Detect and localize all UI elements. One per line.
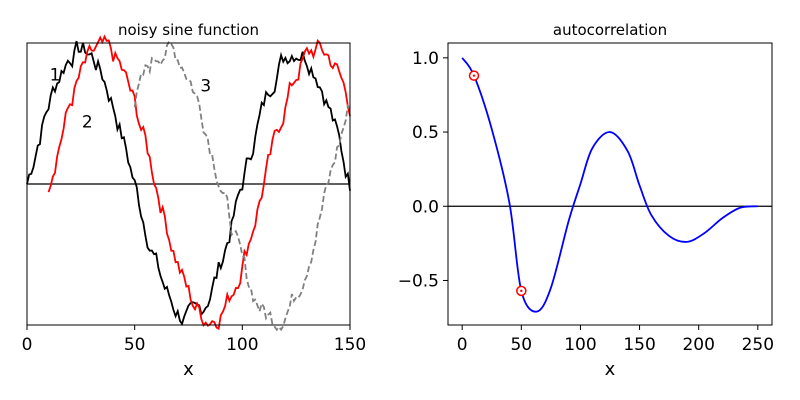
right-y-tick-label: 1.0 <box>412 49 439 69</box>
left-chart-title: noisy sine function <box>118 21 259 39</box>
right-x-tick-label: 50 <box>510 335 532 355</box>
left-x-axis-label: x <box>183 359 194 380</box>
left-chart: noisy sine function 1 2 3 0 50 100 150 x <box>22 21 367 380</box>
right-x-axis-label: x <box>605 359 616 380</box>
left-axes-frame <box>26 42 351 326</box>
right-x-ticks: 0 50 100 150 200 250 <box>457 325 774 355</box>
right-series-line-1 <box>461 57 758 313</box>
right-x-tick-label: 150 <box>623 335 655 355</box>
right-x-tick-label: 250 <box>742 335 774 355</box>
left-x-ticks: 0 50 100 150 <box>22 325 366 355</box>
right-y-tick-label: 0.5 <box>412 123 439 143</box>
right-plot-area <box>448 57 772 313</box>
left-x-tick-label: 0 <box>22 335 33 355</box>
left-annotation-3: 3 <box>200 76 211 96</box>
left-x-tick-label: 50 <box>124 335 146 355</box>
left-plot-area: 1 2 3 <box>26 34 351 332</box>
right-y-tick-label: −0.5 <box>398 271 439 291</box>
right-y-ticks: −0.5 0.0 0.5 1.0 <box>398 49 448 291</box>
right-y-tick-label: 0.0 <box>412 197 439 217</box>
right-x-tick-label: 100 <box>564 335 596 355</box>
left-series-line-2 <box>47 34 351 331</box>
left-x-tick-label: 100 <box>226 335 258 355</box>
right-x-tick-label: 0 <box>457 335 468 355</box>
right-x-tick-label: 200 <box>682 335 714 355</box>
left-x-tick-label: 150 <box>334 335 366 355</box>
right-marker-dot-2 <box>520 289 523 293</box>
right-axes-frame <box>447 42 773 326</box>
right-chart-title: autocorrelation <box>553 21 667 39</box>
left-annotation-2: 2 <box>82 113 93 133</box>
left-series-line-1 <box>26 40 351 326</box>
right-marker-dot-1 <box>472 74 476 77</box>
right-chart: autocorrelation 0 50 100 150 200 250 −0.5 0.0 0… <box>398 21 774 380</box>
left-annotation-1: 1 <box>50 66 61 86</box>
